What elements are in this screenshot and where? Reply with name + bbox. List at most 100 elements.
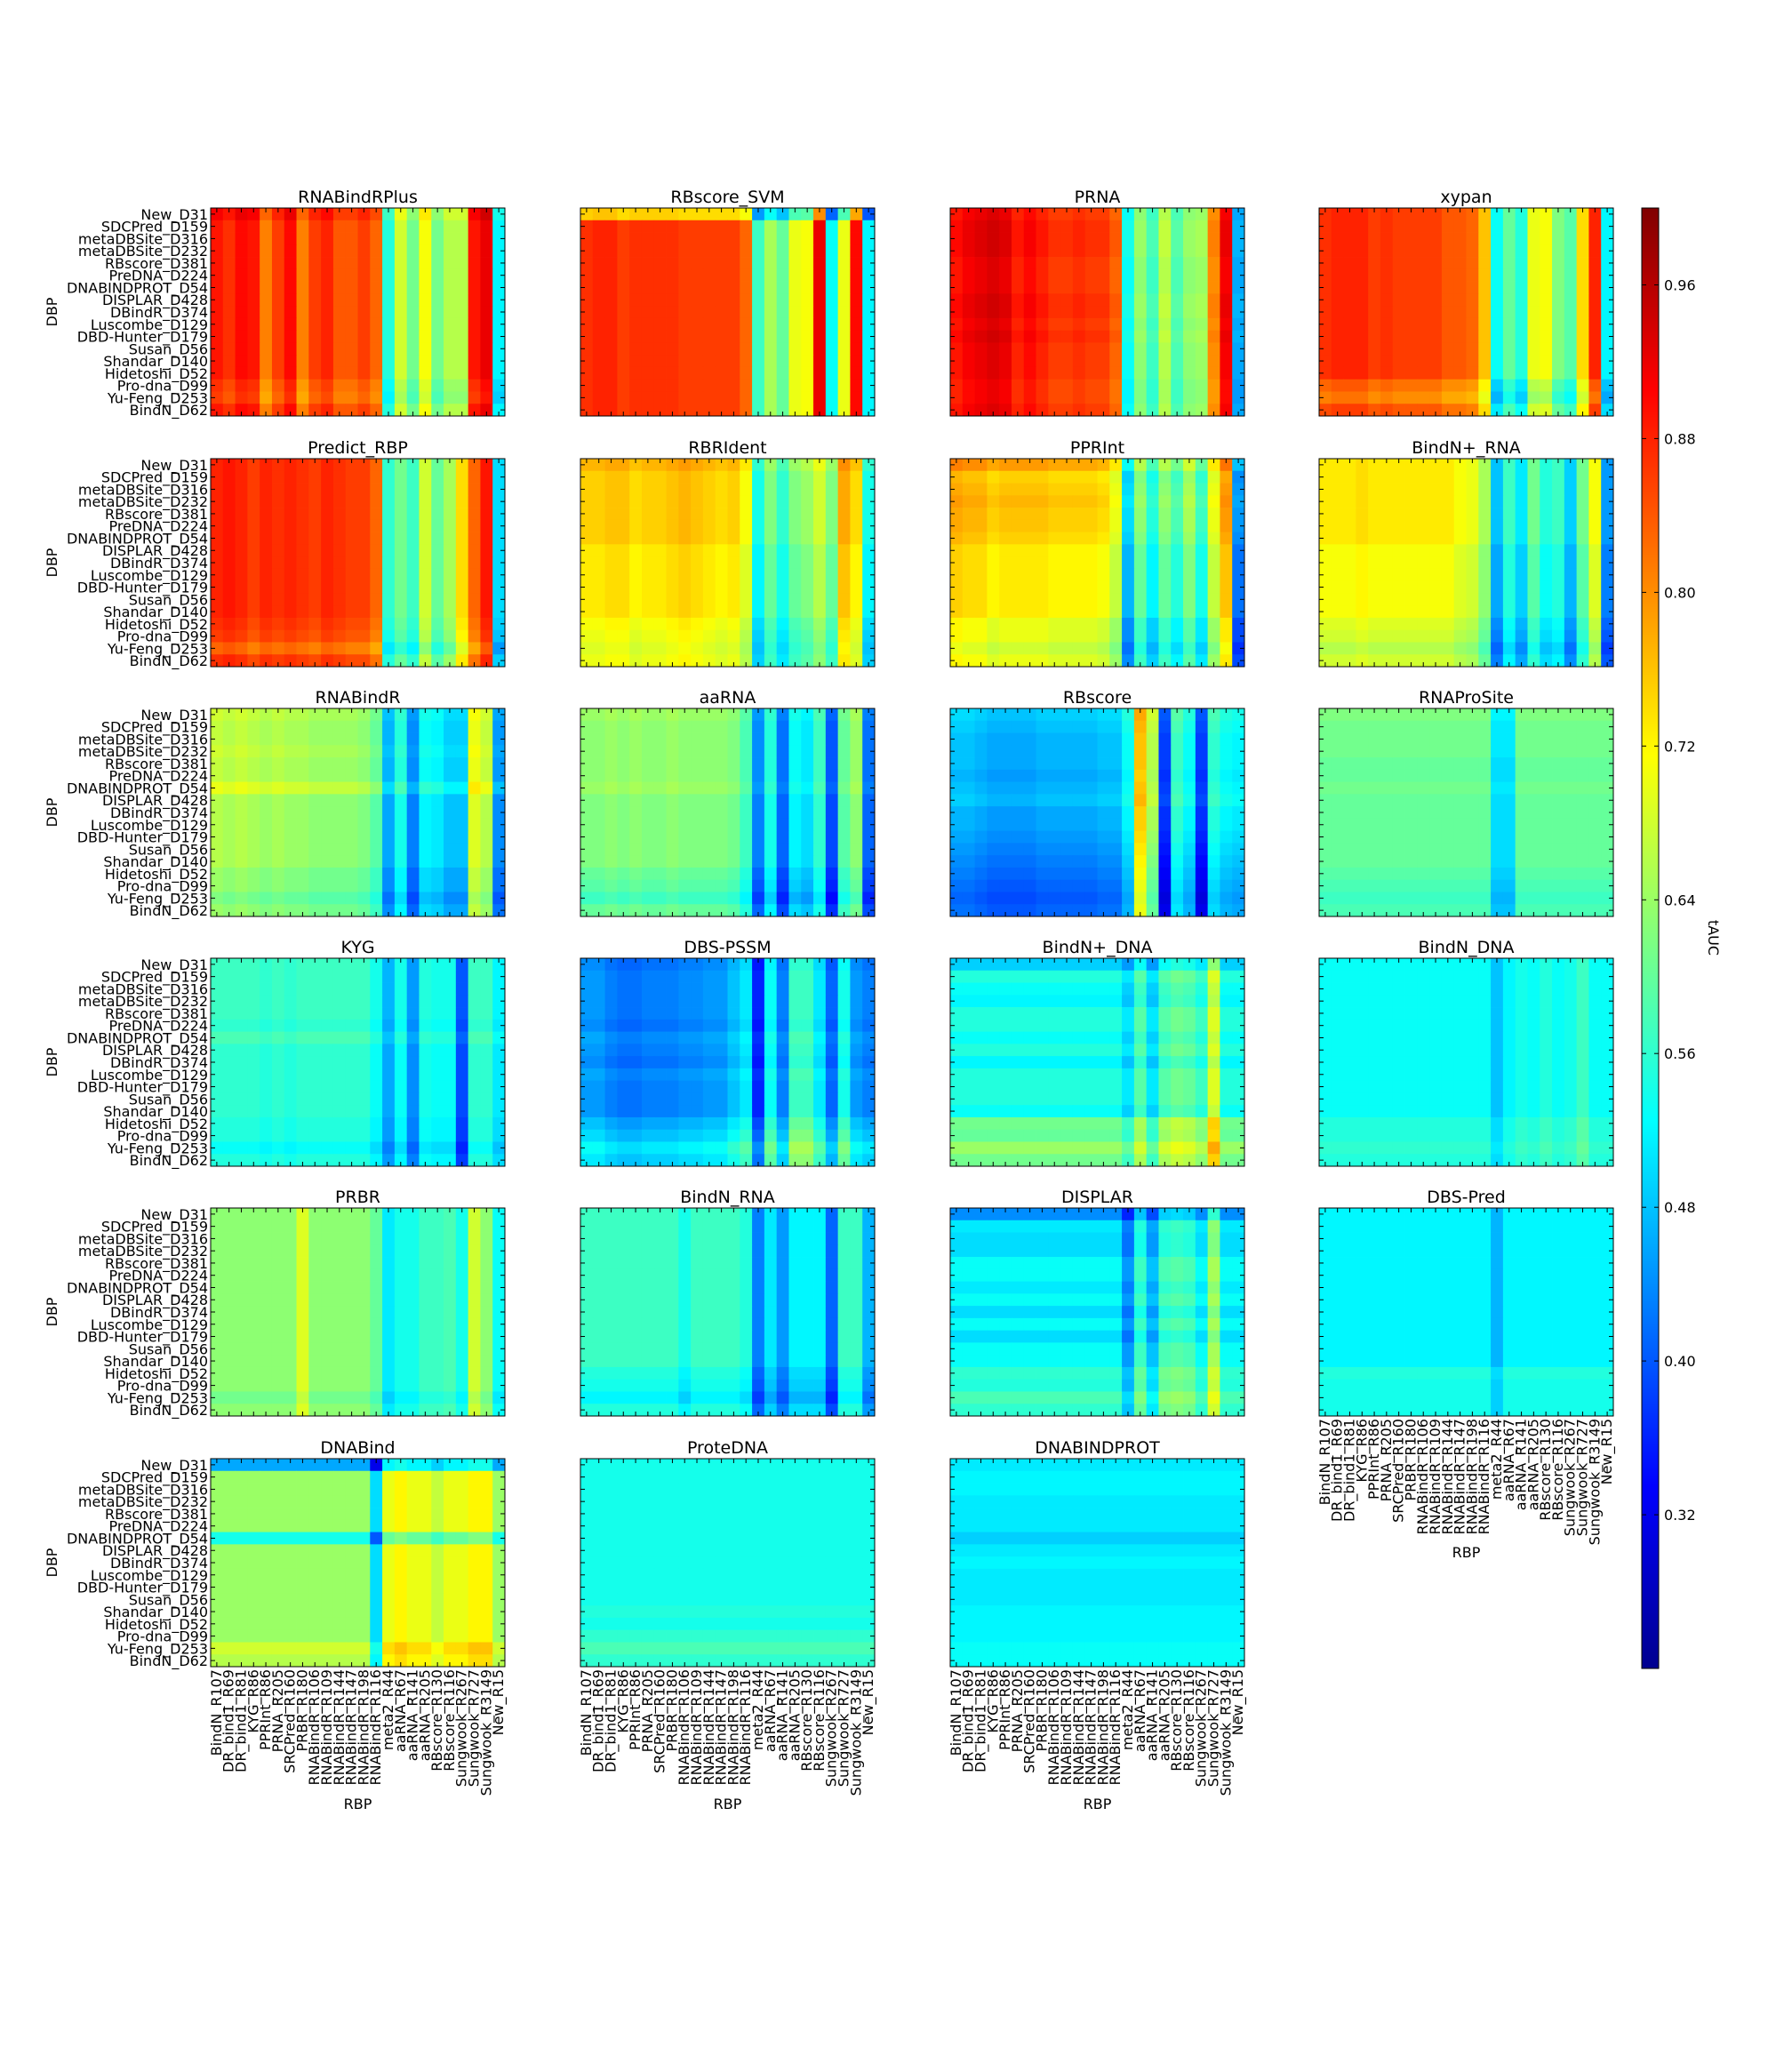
heatmap-cell [1368, 532, 1381, 545]
heatmap-cell [455, 830, 469, 844]
heatmap-cell [987, 330, 1000, 343]
heatmap-cell [764, 720, 778, 733]
heatmap-cell [332, 568, 347, 582]
heatmap-cell [999, 629, 1012, 643]
heatmap-cell [406, 281, 420, 294]
heatmap-cell [308, 470, 322, 484]
heatmap-cell [308, 794, 322, 807]
heatmap-cell [1158, 379, 1172, 392]
heatmap-cell [296, 532, 309, 545]
heatmap-cell [444, 855, 457, 868]
heatmap-cell [715, 818, 728, 832]
heatmap-cell [1036, 593, 1049, 606]
heatmap-cell [752, 843, 765, 856]
heatmap-cell [1527, 268, 1540, 282]
heatmap-cell [1491, 470, 1504, 484]
heatmap-cell [837, 508, 851, 521]
heatmap-cell [776, 654, 789, 668]
heatmap-cell [740, 720, 753, 733]
heatmap-cell [1109, 293, 1123, 307]
heatmap-cell [788, 508, 802, 521]
heatmap-cell [1368, 391, 1381, 404]
heatmap-cell [788, 220, 802, 233]
heatmap-cell [617, 355, 630, 368]
heatmap-cell [580, 317, 594, 332]
heatmap-cell [862, 732, 876, 746]
heatmap-cell [592, 806, 605, 820]
heatmap-cell [321, 532, 334, 545]
heatmap-cell [284, 904, 297, 917]
heatmap-cell [1368, 366, 1381, 380]
heatmap-cell [862, 580, 876, 594]
heatmap-cell [950, 629, 964, 643]
heatmap-cell [1417, 355, 1430, 368]
heatmap-cell [629, 483, 643, 496]
heatmap-cell [382, 244, 396, 258]
heatmap-cell [580, 268, 594, 282]
heatmap-cell [1207, 306, 1220, 319]
heatmap-cell [284, 617, 297, 631]
heatmap-cell [962, 580, 975, 594]
heatmap-cell [455, 794, 469, 807]
heatmap-cell [1122, 293, 1135, 307]
heatmap-cell [1392, 391, 1405, 404]
heatmap-cell [1417, 495, 1430, 508]
heatmap-cell [1404, 532, 1418, 545]
heatmap-cell [837, 629, 851, 643]
heatmap-cell [468, 379, 481, 392]
heatmap-cell [260, 654, 273, 668]
heatmap-cell [1576, 220, 1589, 233]
heatmap-cell [752, 830, 765, 844]
heatmap-cell [1023, 544, 1036, 557]
heatmap-cell [321, 830, 334, 844]
heatmap-cell [1319, 580, 1332, 594]
dbp-tick-label: New_D31 [140, 457, 208, 475]
heatmap-cell [1232, 244, 1245, 258]
heatmap-cell [1146, 317, 1159, 332]
heatmap-cell [1133, 404, 1148, 417]
heatmap-cell [950, 342, 964, 356]
heatmap-cell [1171, 470, 1184, 484]
heatmap-cell [801, 732, 814, 746]
heatmap-cell [727, 629, 740, 643]
heatmap-cell [987, 257, 1000, 270]
heatmap-cell [641, 629, 655, 643]
heatmap-cell [455, 843, 469, 856]
heatmap-cell [1441, 519, 1455, 532]
heatmap-cell [617, 732, 630, 746]
heatmap-cell [962, 470, 975, 484]
heatmap-cell [1109, 391, 1123, 404]
heatmap-cell [1109, 470, 1123, 484]
heatmap-cell [752, 257, 765, 270]
heatmap-cell [653, 580, 667, 594]
heatmap-cell [1011, 366, 1025, 380]
heatmap-cell [284, 483, 297, 496]
heatmap-cell [370, 293, 383, 307]
heatmap-cell [444, 904, 457, 917]
heatmap-cell [271, 629, 285, 643]
heatmap-cell [837, 544, 851, 557]
heatmap-cell [666, 855, 679, 868]
dbp-tick-label: Shandar_D140 [103, 353, 208, 371]
heatmap-cell [1343, 544, 1356, 557]
heatmap-cell [345, 806, 358, 820]
heatmap-cell [455, 391, 469, 404]
heatmap-cell [641, 232, 655, 245]
heatmap-cell [604, 293, 618, 307]
heatmap-panel: BindN+_RNA [1318, 438, 1614, 668]
heatmap-cell [1453, 208, 1467, 221]
heatmap-cell [419, 708, 432, 722]
heatmap-cell [629, 544, 643, 557]
heatmap-cell [296, 867, 309, 881]
heatmap-cell [825, 404, 839, 417]
heatmap-cell [850, 232, 863, 245]
heatmap-cell [1048, 605, 1061, 619]
heatmap-cell [308, 508, 322, 521]
heatmap-cell [1109, 232, 1123, 245]
heatmap-cell [862, 220, 876, 233]
heatmap-cell [1453, 293, 1467, 307]
heatmap-cell [1368, 568, 1381, 582]
heatmap-cell [1588, 257, 1602, 270]
heatmap-cell [406, 757, 420, 771]
heatmap-cell [1515, 281, 1528, 294]
